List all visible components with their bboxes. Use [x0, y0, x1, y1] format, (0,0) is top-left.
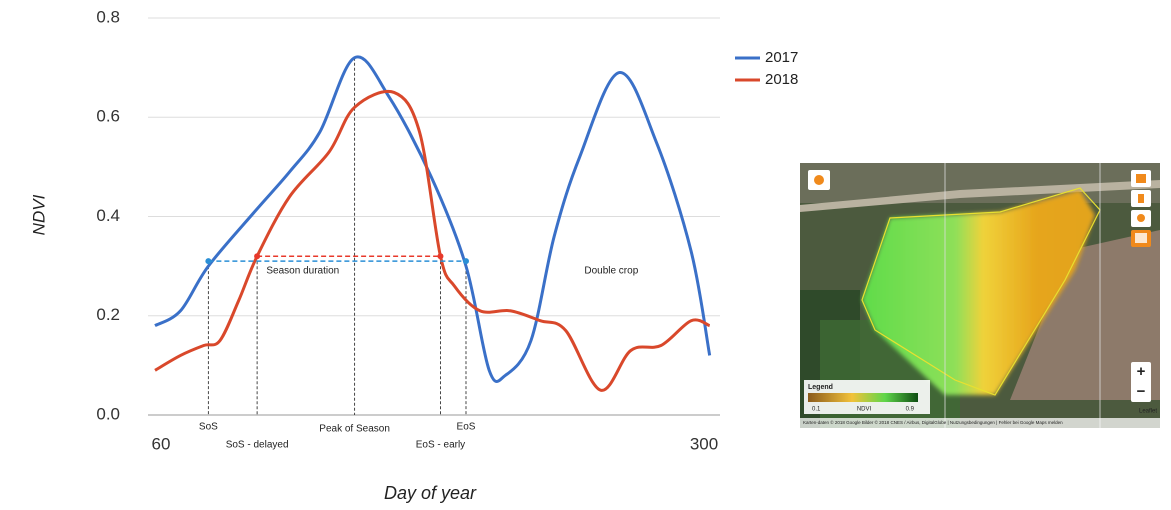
leaflet-credit[interactable]: Leaflet [1139, 409, 1157, 415]
y-tick-label: 0.6 [96, 107, 120, 126]
icon [1138, 194, 1144, 203]
zoom-in[interactable]: + [1137, 363, 1146, 380]
annotation-label: SoS [199, 422, 218, 433]
series-line [155, 57, 710, 382]
map-inset: + − Legend 0.1 NDVI 0.9 Karten-daten © 2… [800, 163, 1160, 428]
icon [814, 175, 824, 185]
span-point [205, 258, 211, 264]
x-tick-label: 60 [152, 434, 171, 453]
chart-label: Season duration [266, 266, 339, 277]
annotation-label: EoS - early [416, 440, 465, 451]
y-tick-label: 0.2 [96, 305, 120, 324]
legend-label: 2018 [765, 71, 798, 88]
legend-name: NDVI [857, 407, 872, 413]
legend-label: 2017 [765, 49, 798, 66]
chart-label: Double crop [584, 266, 638, 277]
y-axis-label: NDVI [29, 194, 48, 235]
annotation-label: SoS - delayed [226, 440, 289, 451]
page: {"chart_data": {"type": "line", "x_label… [0, 0, 1171, 510]
annotation-label: EoS [457, 422, 476, 433]
series-line [155, 91, 710, 390]
icon [1137, 214, 1145, 222]
legend-scale [808, 393, 918, 402]
icon [1136, 174, 1146, 183]
annotation-label: Peak of Season [319, 424, 390, 435]
span-point [254, 253, 260, 259]
span-point [437, 253, 443, 259]
legend-min: 0.1 [812, 407, 821, 413]
chart: NDVI Day of year 0.0 0.2 0.4 0.6 0.8 60 300 SoS… [0, 0, 1171, 510]
legend-max: 0.9 [906, 407, 915, 413]
icon [1135, 233, 1147, 243]
attribution: Karten-daten © 2018 Google Bilder © 2018… [803, 419, 1063, 425]
y-tick-label: 0.0 [96, 404, 120, 423]
zoom-out[interactable]: − [1137, 383, 1146, 400]
legend-title: Legend [808, 384, 833, 391]
y-tick-label: 0.8 [96, 7, 120, 26]
x-tick-label: 300 [690, 434, 718, 453]
y-tick-label: 0.4 [96, 206, 120, 225]
x-axis-label: Day of year [384, 483, 477, 503]
span-point [463, 258, 469, 264]
